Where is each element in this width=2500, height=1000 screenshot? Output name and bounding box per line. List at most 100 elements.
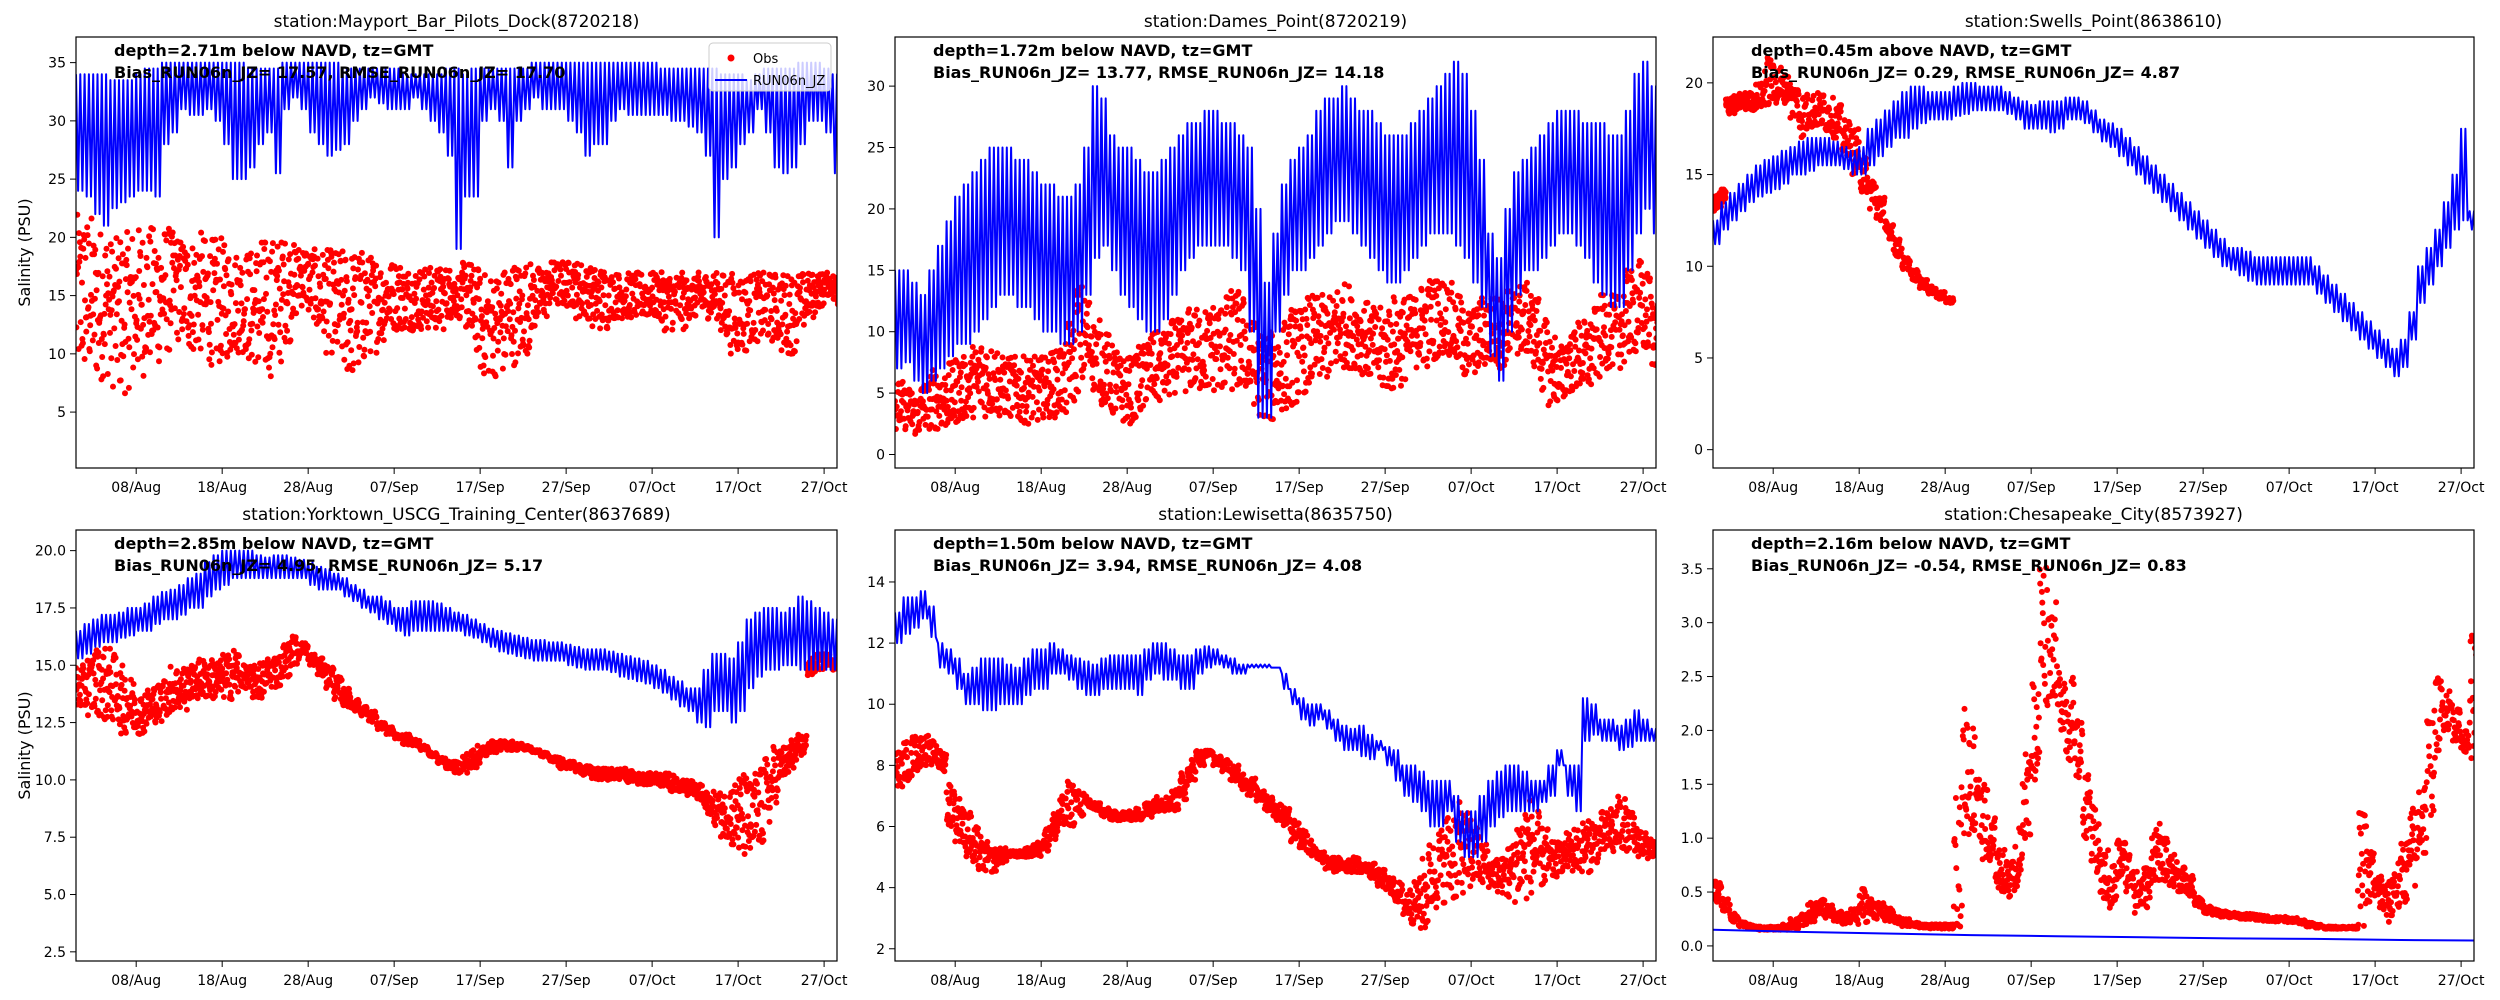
- obs-point: [1623, 278, 1630, 285]
- obs-point: [104, 268, 111, 275]
- obs-point: [1235, 288, 1242, 295]
- x-tick-label: 28/Aug: [283, 480, 333, 496]
- obs-point: [487, 278, 494, 285]
- obs-point: [233, 665, 240, 671]
- obs-point: [171, 704, 178, 711]
- obs-point: [294, 282, 301, 289]
- obs-point: [150, 226, 156, 233]
- obs-point: [1366, 347, 1373, 354]
- obs-point: [1525, 328, 1532, 334]
- obs-point: [895, 403, 900, 410]
- obs-point: [1544, 329, 1551, 336]
- obs-point: [1239, 318, 1246, 324]
- obs-point: [82, 254, 89, 261]
- obs-point: [951, 399, 958, 406]
- obs-point: [933, 408, 940, 415]
- y-tick-label: 7.5: [44, 830, 66, 846]
- obs-point: [144, 687, 151, 694]
- obs-point: [762, 306, 769, 313]
- obs-point: [1442, 306, 1449, 313]
- obs-point: [468, 272, 475, 279]
- obs-point: [778, 347, 785, 354]
- obs-point: [1523, 287, 1530, 294]
- obs-point: [1307, 364, 1314, 371]
- obs-point: [1156, 355, 1162, 362]
- obs-point: [130, 292, 137, 299]
- obs-point: [984, 390, 991, 397]
- obs-point: [1450, 299, 1457, 306]
- x-tick-label: 27/Sep: [542, 480, 591, 496]
- obs-point: [1391, 298, 1398, 305]
- obs-point: [397, 264, 404, 271]
- obs-point: [509, 351, 515, 357]
- obs-point: [1209, 376, 1216, 382]
- obs-point: [85, 691, 92, 698]
- obs-point: [107, 329, 113, 336]
- obs-point: [1300, 344, 1307, 351]
- obs-point: [786, 291, 793, 298]
- obs-point: [1608, 333, 1615, 340]
- obs-point: [76, 324, 80, 331]
- obs-point: [944, 403, 951, 410]
- obs-point: [1413, 364, 1420, 371]
- obs-point: [1309, 370, 1315, 377]
- obs-point: [1616, 326, 1623, 333]
- obs-point: [677, 302, 684, 309]
- obs-point: [1433, 292, 1440, 299]
- obs-point: [1037, 377, 1044, 384]
- obs-point: [1375, 316, 1382, 323]
- obs-point: [1088, 333, 1095, 340]
- obs-point: [1538, 365, 1545, 372]
- obs-point: [1128, 404, 1134, 411]
- obs-point: [114, 357, 121, 363]
- obs-point: [481, 370, 487, 377]
- obs-point: [1576, 347, 1582, 354]
- obs-point: [558, 272, 564, 279]
- obs-point: [761, 317, 768, 324]
- obs-point: [497, 329, 504, 336]
- obs-point: [720, 272, 727, 279]
- obs-point: [1192, 312, 1199, 319]
- obs-point: [379, 325, 386, 332]
- obs-point: [553, 283, 560, 290]
- obs-point: [1581, 319, 1588, 326]
- obs-point: [169, 229, 176, 236]
- obs-point: [1576, 323, 1583, 330]
- obs-point: [1572, 343, 1579, 350]
- obs-point: [147, 349, 153, 356]
- y-tick-label: 17.5: [35, 601, 66, 617]
- obs-point: [1642, 312, 1649, 319]
- obs-point: [1362, 343, 1369, 350]
- obs-point: [125, 384, 132, 391]
- obs-point: [1228, 288, 1235, 294]
- obs-point: [1063, 399, 1070, 406]
- obs-point: [1306, 302, 1313, 308]
- obs-point: [1579, 360, 1586, 366]
- plot-area: [895, 60, 1656, 437]
- obs-point: [220, 305, 227, 312]
- obs-point: [1188, 324, 1195, 331]
- obs-point: [1785, 73, 1792, 80]
- obs-point: [377, 316, 384, 323]
- obs-point: [1293, 398, 1300, 405]
- obs-point: [272, 667, 279, 674]
- y-tick-label: 30: [867, 79, 885, 95]
- obs-point: [126, 344, 133, 351]
- obs-point: [671, 288, 678, 295]
- obs-point: [238, 300, 245, 307]
- obs-point: [232, 683, 239, 690]
- obs-point: [791, 348, 798, 355]
- obs-point: [1148, 350, 1155, 357]
- obs-point: [969, 344, 976, 350]
- obs-point: [80, 665, 87, 672]
- obs-point: [532, 297, 539, 304]
- obs-point: [95, 269, 102, 276]
- stats-annotation: Bias_RUN06n_JZ= 17.57, RMSE_RUN06n_JZ= 1…: [114, 63, 565, 82]
- obs-point: [1585, 376, 1592, 383]
- obs-point: [1546, 338, 1553, 345]
- obs-point: [1765, 99, 1772, 106]
- obs-point: [1845, 137, 1851, 144]
- obs-point: [683, 277, 690, 284]
- obs-point: [1389, 375, 1396, 382]
- obs-point: [718, 285, 725, 292]
